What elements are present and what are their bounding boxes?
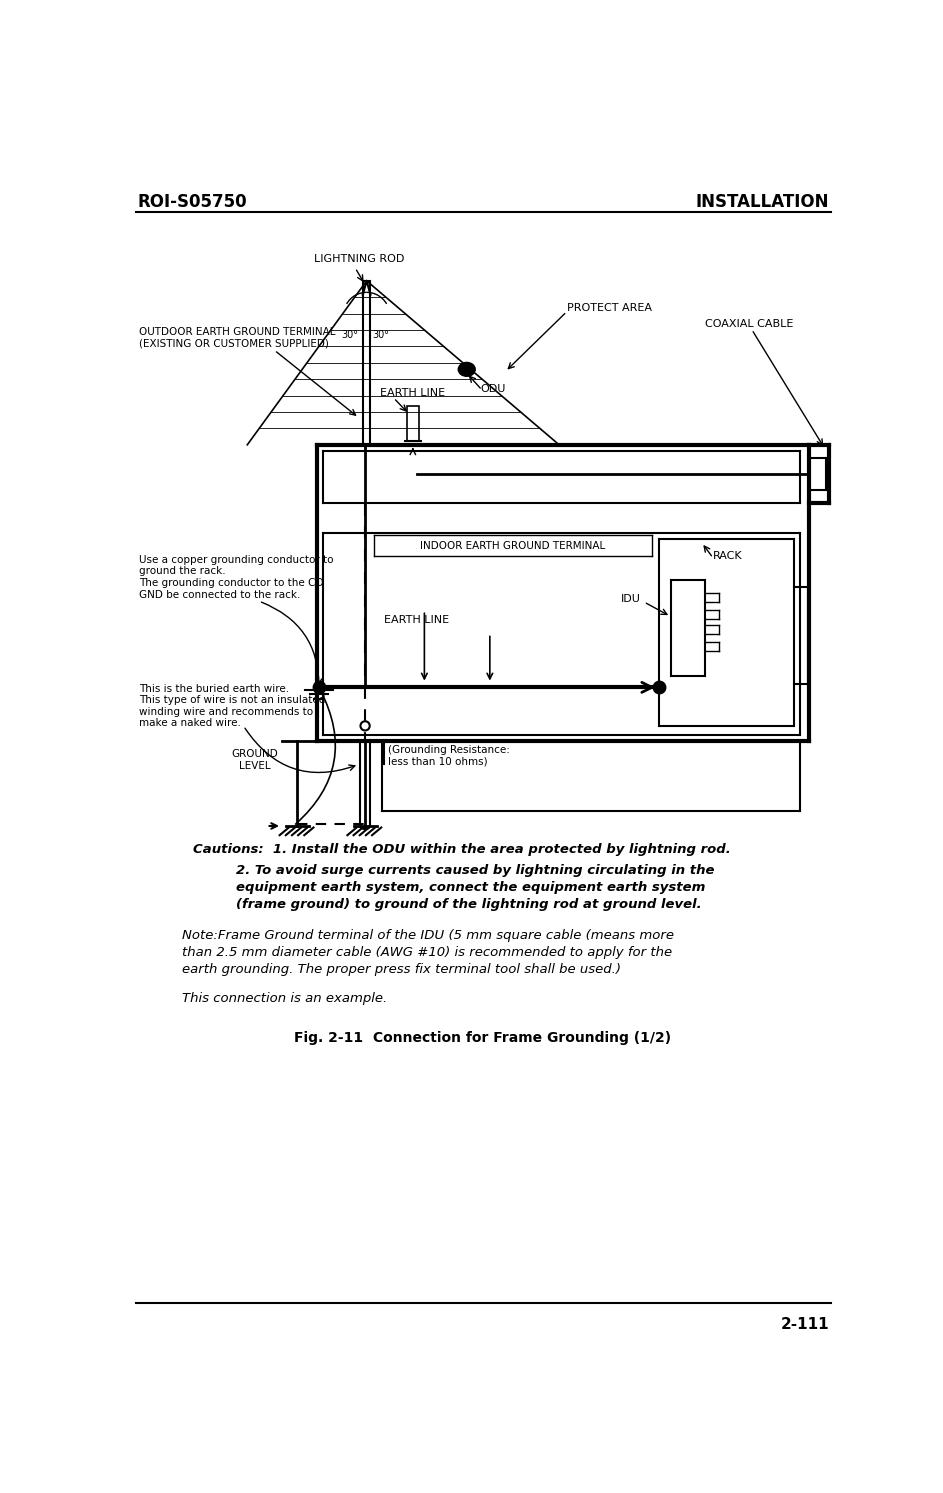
Text: ROI-S05750: ROI-S05750 bbox=[137, 193, 247, 211]
Text: make a naked wire.: make a naked wire. bbox=[140, 718, 241, 729]
Text: EARTH LINE: EARTH LINE bbox=[380, 388, 446, 399]
Text: Use a copper grounding conductor to: Use a copper grounding conductor to bbox=[140, 555, 334, 564]
Text: 30°: 30° bbox=[372, 330, 389, 340]
Text: Fig. 2-11  Connection for Frame Grounding (1/2): Fig. 2-11 Connection for Frame Grounding… bbox=[294, 1030, 671, 1045]
Text: 2. To avoid surge currents caused by lightning circulating in the: 2. To avoid surge currents caused by lig… bbox=[236, 864, 714, 878]
Text: winding wire and recommends to: winding wire and recommends to bbox=[140, 706, 314, 717]
Text: IDU: IDU bbox=[620, 594, 640, 603]
Bar bbox=[406, 406, 419, 440]
Ellipse shape bbox=[458, 363, 475, 376]
Text: than 2.5 mm diameter cable (AWG #10) is recommended to apply for the: than 2.5 mm diameter cable (AWG #10) is … bbox=[182, 947, 672, 959]
Text: ODU: ODU bbox=[481, 384, 506, 394]
Text: INDOOR EARTH GROUND TERMINAL: INDOOR EARTH GROUND TERMINAL bbox=[421, 540, 605, 551]
Text: LEVEL: LEVEL bbox=[240, 760, 271, 770]
Text: 2-111: 2-111 bbox=[781, 1317, 830, 1332]
Text: earth grounding. The proper press fix terminal tool shall be used.): earth grounding. The proper press fix te… bbox=[182, 963, 620, 976]
Text: The grounding conductor to the CO: The grounding conductor to the CO bbox=[140, 578, 324, 588]
Text: INSTALLATION: INSTALLATION bbox=[696, 193, 830, 211]
Text: (frame ground) to ground of the lightning rod at ground level.: (frame ground) to ground of the lightnin… bbox=[236, 899, 702, 911]
Text: COAXIAL CABLE: COAXIAL CABLE bbox=[705, 320, 794, 328]
Text: This is the buried earth wire.: This is the buried earth wire. bbox=[140, 684, 290, 694]
Text: This type of wire is not an insulated: This type of wire is not an insulated bbox=[140, 696, 326, 705]
Text: (Grounding Resistance:: (Grounding Resistance: bbox=[389, 745, 510, 755]
Text: Note:Frame Ground terminal of the IDU (5 mm square cable (means more: Note:Frame Ground terminal of the IDU (5… bbox=[182, 929, 674, 942]
Bar bbox=[363, 281, 371, 445]
Text: GROUND: GROUND bbox=[232, 749, 278, 758]
Text: 30°: 30° bbox=[341, 330, 358, 340]
Text: GND be connected to the rack.: GND be connected to the rack. bbox=[140, 590, 301, 600]
Text: This connection is an example.: This connection is an example. bbox=[182, 993, 387, 1005]
Text: Cautions:  1. Install the ODU within the area protected by lightning rod.: Cautions: 1. Install the ODU within the … bbox=[193, 844, 731, 855]
Text: (EXISTING OR CUSTOMER SUPPLIED): (EXISTING OR CUSTOMER SUPPLIED) bbox=[140, 339, 329, 348]
Text: less than 10 ohms): less than 10 ohms) bbox=[389, 757, 488, 767]
Text: EARTH LINE: EARTH LINE bbox=[384, 615, 449, 624]
Text: equipment earth system, connect the equipment earth system: equipment earth system, connect the equi… bbox=[236, 881, 705, 894]
Circle shape bbox=[360, 721, 370, 730]
Text: LIGHTNING ROD: LIGHTNING ROD bbox=[314, 254, 405, 264]
Text: OUTDOOR EARTH GROUND TERMINAL: OUTDOOR EARTH GROUND TERMINAL bbox=[140, 327, 336, 337]
Text: ground the rack.: ground the rack. bbox=[140, 566, 226, 576]
Text: RACK: RACK bbox=[713, 551, 743, 561]
Text: PROTECT AREA: PROTECT AREA bbox=[567, 303, 652, 312]
